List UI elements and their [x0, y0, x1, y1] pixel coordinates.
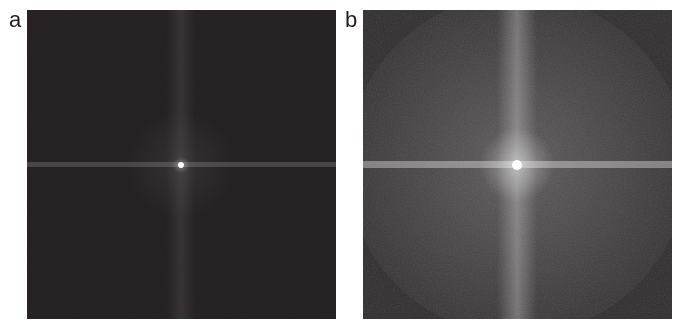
center-point	[512, 160, 522, 170]
center-point	[178, 162, 184, 168]
panel-label: b	[345, 7, 357, 32]
panel-label: a	[9, 7, 22, 32]
panel-b	[363, 10, 672, 319]
panel-a	[27, 10, 336, 319]
